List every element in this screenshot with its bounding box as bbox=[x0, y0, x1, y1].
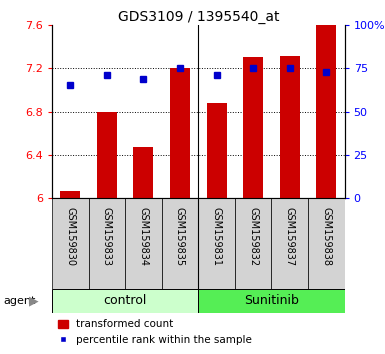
Text: GSM159834: GSM159834 bbox=[139, 207, 148, 266]
Bar bbox=[316, 25, 336, 198]
Text: ▶: ▶ bbox=[29, 295, 38, 307]
Bar bbox=[125, 198, 162, 289]
Legend: transformed count, percentile rank within the sample: transformed count, percentile rank withi… bbox=[54, 315, 256, 349]
Text: GSM159838: GSM159838 bbox=[321, 207, 331, 266]
Text: GSM159837: GSM159837 bbox=[285, 207, 295, 267]
Text: GSM159831: GSM159831 bbox=[212, 207, 221, 266]
Bar bbox=[243, 57, 263, 198]
Bar bbox=[198, 289, 345, 313]
Text: GSM159830: GSM159830 bbox=[65, 207, 75, 266]
Bar bbox=[198, 198, 235, 289]
Text: agent: agent bbox=[4, 296, 36, 306]
Bar bbox=[60, 191, 80, 198]
Text: control: control bbox=[104, 295, 147, 307]
Bar bbox=[308, 198, 345, 289]
Bar bbox=[170, 68, 190, 198]
Text: Sunitinib: Sunitinib bbox=[244, 295, 299, 307]
Bar bbox=[133, 147, 154, 198]
Bar bbox=[235, 198, 271, 289]
Bar bbox=[206, 103, 227, 198]
Bar bbox=[271, 198, 308, 289]
Text: GSM159835: GSM159835 bbox=[175, 207, 185, 267]
Bar bbox=[52, 198, 89, 289]
Bar bbox=[52, 289, 198, 313]
Bar bbox=[280, 56, 300, 198]
Bar bbox=[97, 112, 117, 198]
Text: GSM159832: GSM159832 bbox=[248, 207, 258, 267]
Bar bbox=[162, 198, 198, 289]
Title: GDS3109 / 1395540_at: GDS3109 / 1395540_at bbox=[117, 10, 279, 24]
Bar bbox=[89, 198, 125, 289]
Text: GSM159833: GSM159833 bbox=[102, 207, 112, 266]
